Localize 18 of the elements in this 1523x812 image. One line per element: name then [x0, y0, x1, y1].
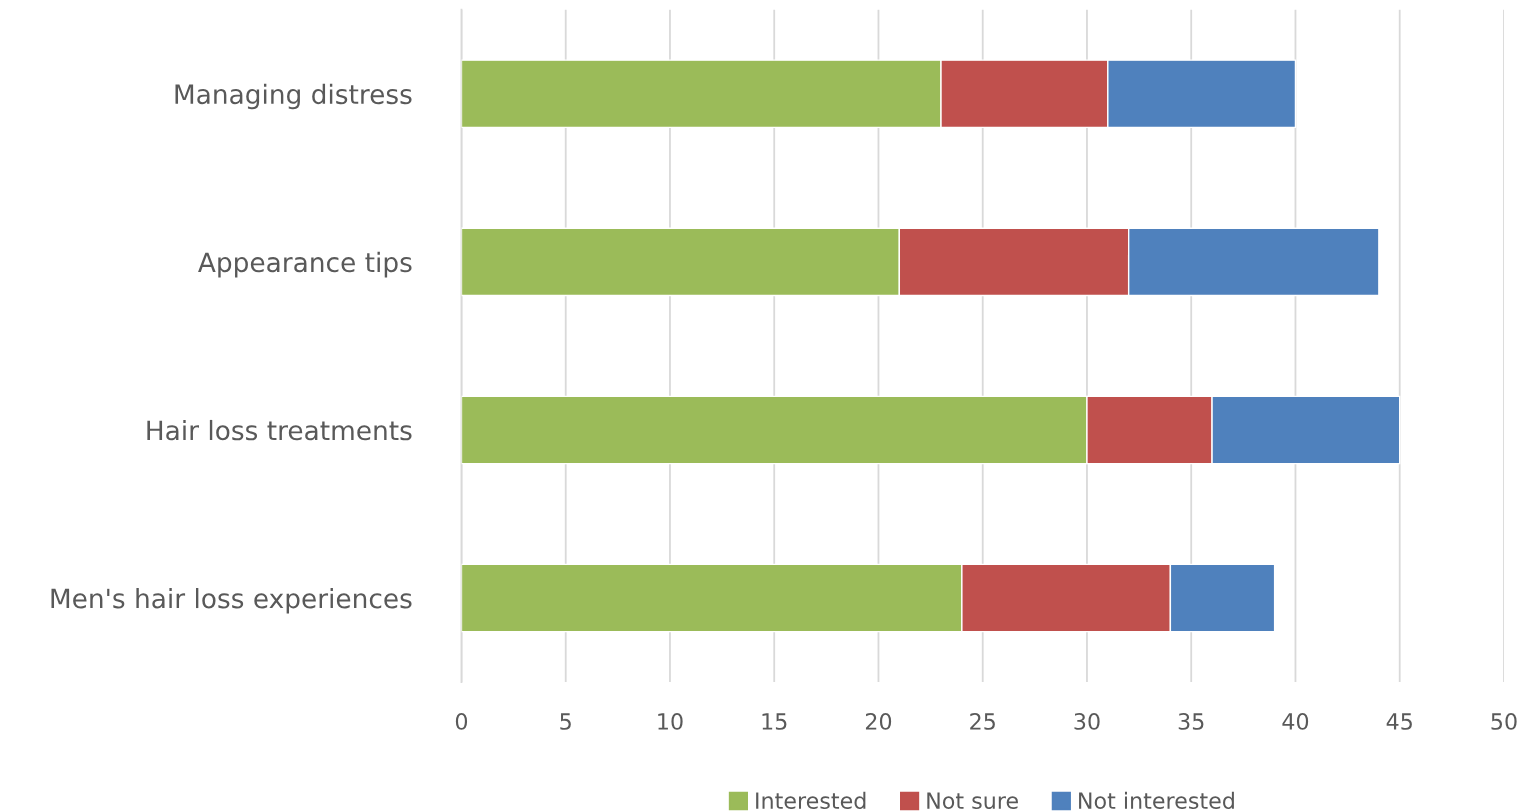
x-tick-label: 30: [1074, 713, 1100, 730]
x-tick-label: 35: [1178, 713, 1204, 730]
x-tick-label: 25: [970, 713, 995, 730]
x-tick-label: 5: [560, 713, 571, 730]
y-tick-label: Men's hair loss experiences: [51, 588, 412, 614]
legend-label: Not interested: [1079, 791, 1234, 810]
x-tick-label: 15: [762, 713, 787, 730]
legend-label: Not sure: [927, 792, 1018, 810]
x-tick-label: 10: [658, 713, 683, 730]
y-tick-label: Hair loss treatments: [147, 419, 412, 441]
x-tick-label: 0: [455, 713, 468, 730]
x-tick-label: 45: [1386, 713, 1412, 730]
x-tick-label: 40: [1282, 713, 1309, 730]
y-tick-label: Appearance tips: [198, 251, 412, 278]
x-tick-label: 20: [865, 713, 892, 730]
y-tick-label: Managing distress: [175, 83, 412, 110]
x-tick-label: 50: [1491, 713, 1517, 730]
legend-label: Interested: [756, 791, 866, 810]
